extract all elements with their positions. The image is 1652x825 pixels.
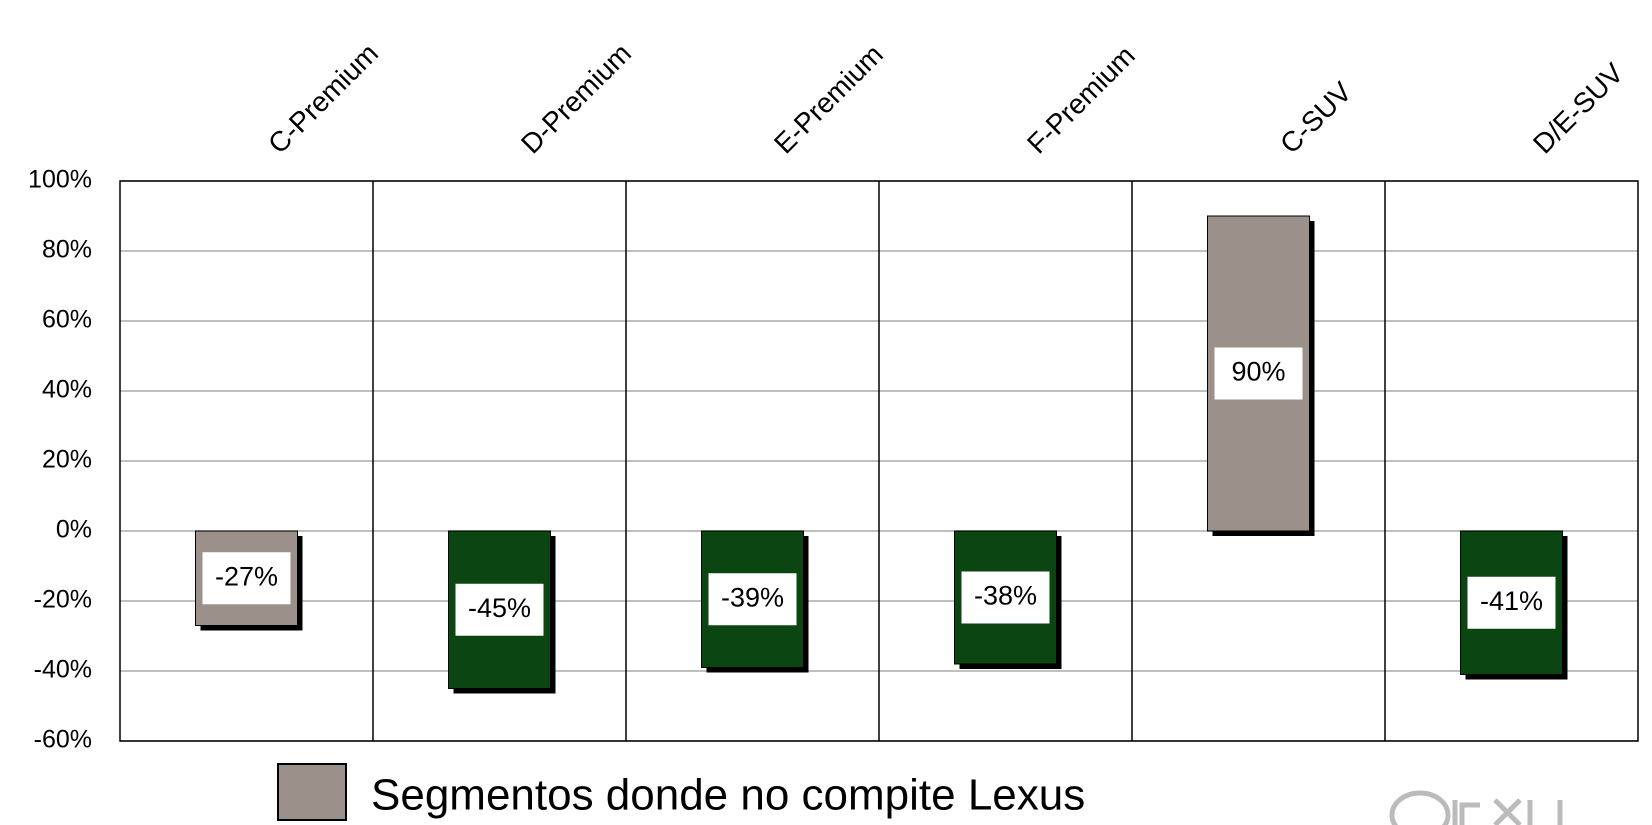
y-tick-label: 60%: [42, 306, 92, 334]
y-tick-label: -60%: [34, 726, 92, 754]
value-label: -39%: [721, 582, 784, 612]
value-label: -45%: [468, 593, 531, 623]
value-label: 90%: [1231, 357, 1285, 387]
legend-swatch: [277, 763, 347, 821]
legend-label: Segmentos donde no compite Lexus: [371, 771, 1085, 820]
x-tick-label: C-SUV: [1274, 76, 1358, 160]
y-tick-label: 80%: [42, 236, 92, 264]
value-label-box: [455, 583, 544, 636]
x-tick-label: F-Premium: [1021, 40, 1141, 160]
y-tick-label: -20%: [34, 586, 92, 614]
value-label: -41%: [1480, 586, 1543, 616]
plot-frame: [119, 180, 1639, 742]
x-tick-label: D/E-SUV: [1527, 57, 1629, 159]
x-tick-label: D-Premium: [515, 37, 637, 159]
y-tick-label: 20%: [42, 446, 92, 474]
value-label-box: [708, 573, 797, 626]
value-label-box: [1214, 347, 1303, 400]
x-tick-label: E-Premium: [768, 39, 889, 160]
value-label-box: [961, 571, 1050, 624]
y-tick-label: 0%: [56, 516, 92, 544]
y-tick-label: 40%: [42, 376, 92, 404]
y-tick-label: -40%: [34, 656, 92, 684]
y-tick-label: 100%: [28, 166, 92, 194]
value-label: -27%: [215, 561, 278, 591]
logo: [1389, 790, 1563, 825]
value-label: -38%: [974, 581, 1037, 611]
value-label-box: [1467, 576, 1556, 629]
value-label-box: [202, 552, 291, 605]
x-tick-label: C-Premium: [262, 37, 384, 159]
